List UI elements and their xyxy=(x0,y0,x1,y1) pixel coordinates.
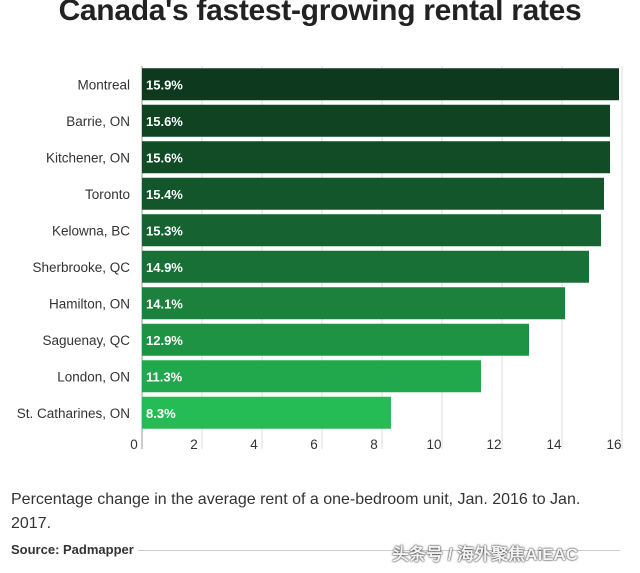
category-label: Toronto xyxy=(85,187,130,202)
x-tick-label: 4 xyxy=(250,437,258,452)
watermark: 头条号 / 海外聚焦AiEAC xyxy=(392,545,579,564)
x-tick-label: 10 xyxy=(426,437,441,452)
x-tick-label: 16 xyxy=(606,437,621,452)
category-label: Kitchener, ON xyxy=(46,150,130,165)
bar-chart: 15.9% 15.6% 15.6% 15.4% 15.3% 14.9% 14.1% 12.9%… xyxy=(17,66,623,452)
category-labels: Montreal Barrie, ON Kitchener, ON Toronto Ke… xyxy=(17,77,131,421)
data-label: 11.3% xyxy=(146,369,183,384)
bar xyxy=(142,214,601,247)
chart-title: Canada's fastest-growing rental rates xyxy=(58,0,582,27)
x-tick-label: 2 xyxy=(190,437,198,452)
category-label: London, ON xyxy=(57,369,130,384)
bars: 15.9% 15.6% 15.6% 15.4% 15.3% 14.9% 14.1% 12.9%… xyxy=(142,68,619,429)
bar xyxy=(142,250,589,283)
bar xyxy=(142,323,529,356)
x-tick-label: 0 xyxy=(130,437,138,452)
data-label: 15.9% xyxy=(146,77,183,92)
category-label: Hamilton, ON xyxy=(49,296,130,311)
bar xyxy=(142,68,619,101)
category-label: Sherbrooke, QC xyxy=(32,260,130,275)
source-note: Source: Padmapper xyxy=(11,542,134,557)
x-tick-label: 12 xyxy=(486,437,501,452)
category-label: St. Catharines, ON xyxy=(17,406,130,421)
bar xyxy=(142,177,604,210)
data-label: 15.4% xyxy=(146,187,183,202)
category-label: Saguenay, QC xyxy=(42,333,130,348)
data-label: 15.6% xyxy=(146,114,183,129)
data-label: 15.3% xyxy=(146,223,183,238)
x-tick-label: 8 xyxy=(370,437,378,452)
category-label: Barrie, ON xyxy=(66,114,130,129)
data-label: 8.3% xyxy=(146,406,176,421)
data-label: 15.6% xyxy=(146,150,183,165)
category-label: Montreal xyxy=(77,77,130,92)
bar xyxy=(142,396,391,429)
data-label: 14.9% xyxy=(146,260,183,275)
source-divider xyxy=(138,550,620,551)
data-label: 14.1% xyxy=(146,296,183,311)
category-label: Kelowna, BC xyxy=(52,223,130,238)
x-axis-ticks: 0 2 4 6 8 10 12 14 16 xyxy=(130,437,621,452)
x-tick-label: 14 xyxy=(546,437,562,452)
bar xyxy=(142,104,610,137)
data-label: 12.9% xyxy=(146,333,183,348)
x-tick-label: 6 xyxy=(310,437,318,452)
bar xyxy=(142,360,481,393)
bar xyxy=(142,141,610,174)
bar xyxy=(142,287,565,320)
chart-subtitle: Percentage change in the average rent of… xyxy=(11,491,581,532)
